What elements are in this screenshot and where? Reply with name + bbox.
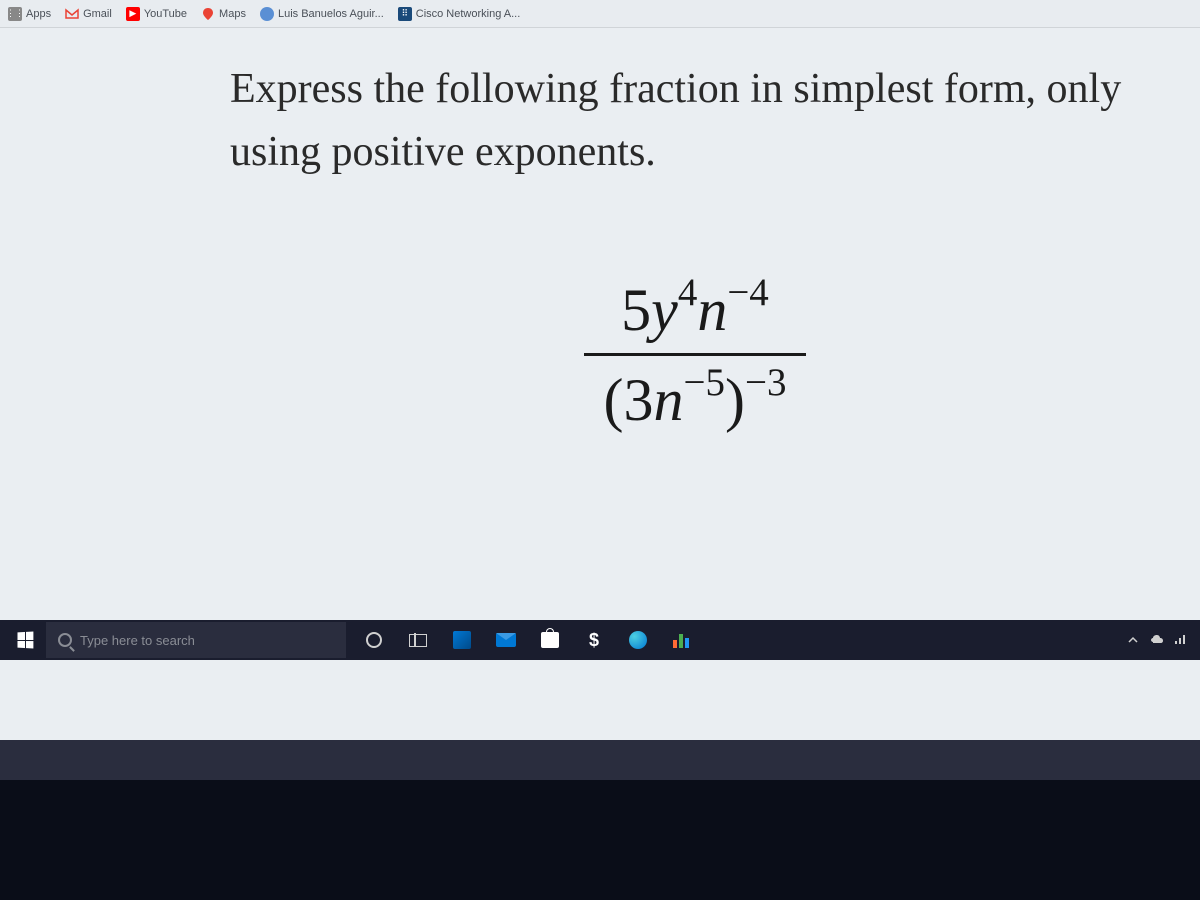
network-icon[interactable] [1174,633,1188,647]
numerator: 5y4n−4 [601,274,789,353]
cortana-button[interactable] [354,622,394,658]
mail-icon [496,633,516,647]
task-view-button[interactable] [398,622,438,658]
app-button[interactable] [662,622,702,658]
edge-icon [629,631,647,649]
bookmark-gmail[interactable]: Gmail [65,7,112,21]
search-placeholder: Type here to search [80,633,195,648]
bookmark-label: Gmail [83,8,112,20]
var-n: n [654,367,684,433]
windows-icon [17,632,33,649]
exp-neg3: −3 [745,361,787,404]
onedrive-icon[interactable] [1150,633,1164,647]
coeff: 5 [621,277,651,343]
paren-open: ( [604,367,624,433]
store-button[interactable] [530,622,570,658]
chevron-up-icon[interactable] [1126,633,1140,647]
system-tray [1126,633,1196,647]
bookmark-label: YouTube [144,8,187,20]
paren-close: ) [725,367,745,433]
apps-icon: ⋮⋮ [8,7,22,21]
search-icon [58,633,72,647]
denominator: (3n−5)−3 [584,356,807,435]
var-n: n [697,277,727,343]
bookmark-youtube[interactable]: ▶ YouTube [126,7,187,21]
math-expression: 5y4n−4 (3n−5)−3 [230,274,1160,435]
youtube-icon: ▶ [126,7,140,21]
dollar-icon: $ [589,630,599,651]
exp-neg4: −4 [727,271,769,314]
charts-icon [673,632,691,648]
fraction: 5y4n−4 (3n−5)−3 [584,274,807,435]
exp-4: 4 [678,271,698,314]
maps-icon [201,7,215,21]
bookmark-label: Luis Banuelos Aguir... [278,8,384,20]
mail-button[interactable] [486,622,526,658]
bookmarks-bar: ⋮⋮ Apps Gmail ▶ YouTube Maps [0,0,1200,28]
start-button[interactable] [4,622,46,658]
store-icon [541,632,559,648]
taskbar-search[interactable]: Type here to search [46,622,346,658]
laptop-screen: ⋮⋮ Apps Gmail ▶ YouTube Maps [0,0,1200,780]
edge-button[interactable] [618,622,658,658]
laptop-bezel [0,780,1200,900]
problem-prompt: Express the following fraction in simple… [230,58,1160,184]
bookmark-apps[interactable]: ⋮⋮ Apps [8,7,51,21]
bookmark-luis[interactable]: Luis Banuelos Aguir... [260,7,384,21]
bookmark-label: Cisco Networking A... [416,8,521,20]
edge-legacy-icon [453,631,471,649]
exp-neg5: −5 [684,361,726,404]
bookmark-maps[interactable]: Maps [201,7,246,21]
windows-taskbar: Type here to search $ [0,620,1200,660]
cisco-icon: ⠿ [398,7,412,21]
bookmark-label: Maps [219,8,246,20]
gmail-icon [65,7,79,21]
var-y: y [651,277,678,343]
coeff: 3 [624,367,654,433]
cashapp-button[interactable]: $ [574,622,614,658]
cortana-icon [366,632,382,648]
bookmark-label: Apps [26,8,51,20]
user-icon [260,7,274,21]
task-view-icon [409,634,427,647]
bookmark-cisco[interactable]: ⠿ Cisco Networking A... [398,7,521,21]
edge-legacy-button[interactable] [442,622,482,658]
taskbar-pinned-apps: $ [354,622,702,658]
